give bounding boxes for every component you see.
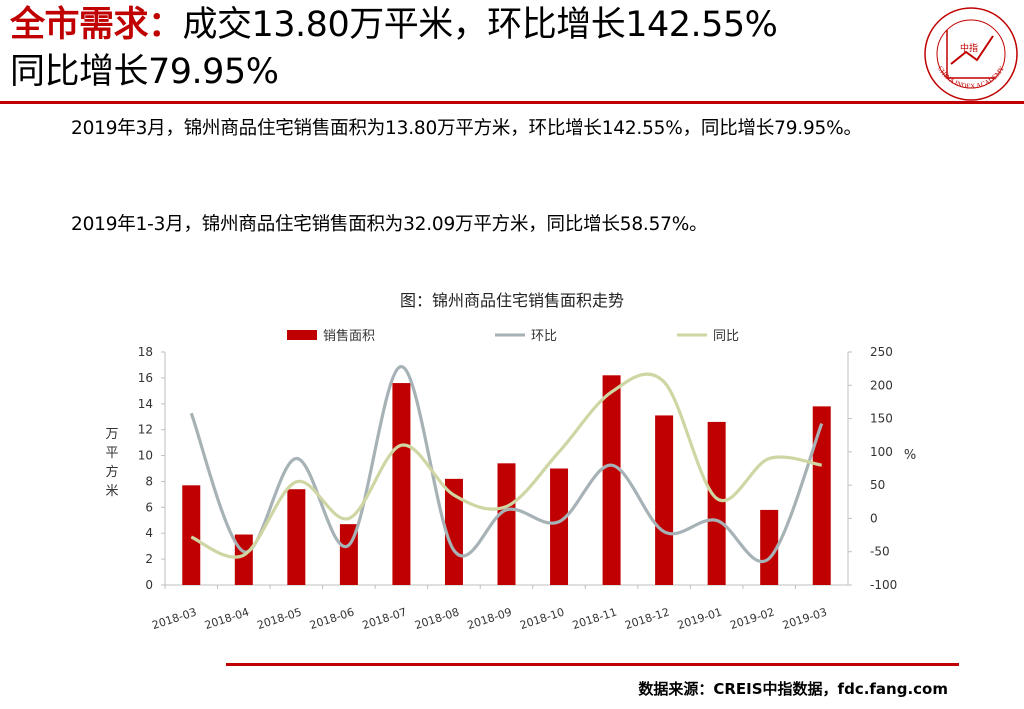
left-tick-label: 18 [138, 345, 153, 359]
right-tick-label: 0 [870, 511, 878, 525]
x-tick-label: 2019-01 [676, 605, 724, 632]
bar-sales-area [707, 421, 726, 585]
left-tick-label: 4 [145, 526, 153, 540]
legend-label: 同比 [713, 329, 739, 344]
x-tick-label: 2018-11 [571, 605, 619, 632]
bar-sales-area [444, 478, 463, 585]
x-tick-label: 2018-03 [150, 605, 198, 632]
summary-paragraph-1: 2019年3月，锦州商品住宅销售面积为13.80万平方米，环比增长142.55%… [71, 118, 862, 139]
title-accent: 全市需求： [10, 5, 183, 45]
title-line-2: 同比增长79.95% [10, 52, 279, 92]
left-tick-label: 2 [145, 552, 153, 566]
summary-paragraph-2: 2019年1-3月，锦州商品住宅销售面积为32.09万平方米，同比增长58.57… [71, 214, 708, 235]
x-tick-label: 2019-03 [781, 605, 829, 632]
right-axis-label: % [904, 448, 916, 463]
x-tick-label: 2018-05 [256, 605, 304, 632]
bar-sales-area [497, 463, 516, 585]
left-axis-label-char: 平 [105, 446, 118, 461]
x-tick-label: 2019-02 [728, 605, 776, 632]
left-tick-label: 14 [138, 397, 153, 411]
left-axis-label-char: 米 [105, 484, 118, 499]
page-title: 全市需求：成交13.80万平米，环比增长142.55% 同比增长79.95% [10, 2, 910, 96]
x-tick-label: 2018-07 [361, 605, 409, 632]
line-mom [189, 365, 824, 563]
bar-sales-area [234, 534, 253, 585]
sales-area-chart: 0 2 4 6 8 10 12 14 16 18 -100 -50 0 50 100 150 200 250 万平方… [105, 328, 916, 632]
right-tick-label: 150 [870, 412, 893, 426]
bar-sales-area [392, 383, 411, 585]
x-tick-label: 2018-06 [308, 605, 356, 632]
bar-sales-area [287, 489, 306, 585]
svg-text:中指: 中指 [960, 42, 978, 54]
title-line-1: 成交13.80万平米，环比增长142.55% [182, 5, 778, 45]
right-tick-label: -50 [870, 545, 890, 559]
x-tick-label: 2018-10 [518, 605, 566, 632]
left-axis-label-char: 万 [105, 427, 118, 442]
china-index-academy-seal-icon: CHINA INDEX ACADEMY 中指 [924, 7, 1018, 101]
legend-label: 销售面积 [323, 328, 375, 344]
right-tick-label: 200 [870, 378, 893, 392]
right-tick-label: 250 [870, 345, 893, 359]
left-tick-label: 0 [145, 578, 153, 592]
footer-divider [226, 663, 959, 666]
header-divider [0, 101, 1024, 104]
right-tick-label: 50 [870, 478, 885, 492]
bar-sales-area [760, 509, 779, 585]
bar-sales-area [602, 375, 621, 585]
left-tick-label: 16 [138, 371, 153, 385]
left-tick-label: 12 [138, 423, 153, 437]
bar-sales-area [655, 415, 674, 585]
bar-sales-area [812, 406, 831, 585]
x-tick-label: 2018-04 [203, 605, 251, 632]
x-tick-label: 2018-09 [466, 605, 514, 632]
left-tick-label: 6 [145, 500, 153, 514]
right-tick-label: -100 [870, 578, 897, 592]
left-tick-label: 8 [145, 474, 153, 488]
bar-sales-area [550, 468, 569, 585]
x-tick-label: 2018-12 [623, 605, 671, 632]
legend-swatch-sales-area [287, 330, 317, 340]
left-tick-label: 10 [138, 449, 153, 463]
chart-title: 图：锦州商品住宅销售面积走势 [399, 291, 624, 310]
data-source: 数据来源：CREIS中指数据，fdc.fang.com [638, 680, 948, 698]
line-yoy [190, 372, 823, 559]
legend-label: 环比 [531, 329, 557, 344]
x-tick-label: 2018-08 [413, 605, 461, 632]
right-tick-label: 100 [870, 445, 893, 459]
left-axis-label-char: 方 [105, 464, 118, 480]
bar-sales-area [182, 485, 201, 585]
